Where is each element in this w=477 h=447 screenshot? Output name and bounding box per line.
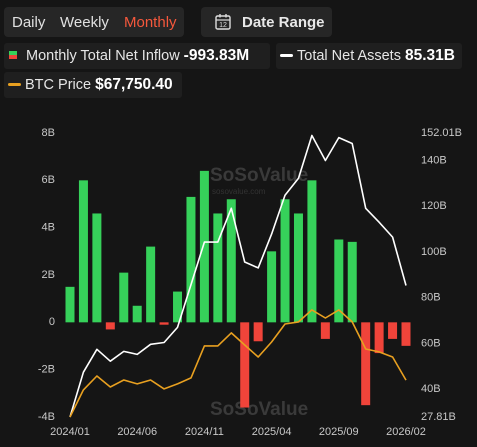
svg-text:12: 12 <box>219 22 227 29</box>
tab[interactable]: Daily <box>12 14 46 31</box>
x-tick-label: 2026/02 <box>386 426 426 438</box>
bar <box>92 213 102 323</box>
y2-tick-label: 27.81B <box>421 411 456 423</box>
legend-swatch <box>280 54 293 57</box>
y2-tick-label: 120B <box>421 200 447 212</box>
bar <box>199 170 209 323</box>
date-range-button[interactable]: 12 Date Range <box>201 7 332 37</box>
line <box>69 309 407 418</box>
bar <box>361 322 371 406</box>
x-tick-label: 2025/04 <box>252 426 292 438</box>
y-tick-label: 6B <box>42 174 55 186</box>
y-tick-label: -2B <box>38 364 55 376</box>
bar <box>132 305 142 323</box>
bar <box>65 286 75 323</box>
watermark: SoSoValue <box>210 399 308 420</box>
bar <box>105 322 115 330</box>
bar <box>186 196 196 323</box>
y-tick-label: 8B <box>42 127 55 139</box>
bar <box>213 213 223 323</box>
bar <box>159 322 169 325</box>
tab[interactable]: Monthly <box>124 14 177 31</box>
bar <box>78 180 88 323</box>
bar <box>119 272 129 323</box>
bar <box>307 180 317 323</box>
legend-value: $67,750.40 <box>95 76 173 93</box>
line <box>69 134 407 418</box>
y2-tick-label: 140B <box>421 154 447 166</box>
watermark: SoSoValue <box>210 165 308 186</box>
bar <box>240 322 250 408</box>
tab[interactable]: Weekly <box>60 14 109 31</box>
y2-tick-label: 80B <box>421 292 441 304</box>
y-tick-label: 0 <box>49 316 55 328</box>
bar <box>146 246 156 323</box>
x-tick-label: 2024/11 <box>185 426 224 438</box>
bar <box>374 322 384 354</box>
calendar-icon: 12 <box>215 14 231 30</box>
watermark: sosovalue.com <box>212 187 266 196</box>
legend-label: BTC Price <box>25 77 92 93</box>
x-tick-label: 2024/01 <box>50 426 90 438</box>
y2-tick-label: 40B <box>421 383 441 395</box>
legend-label: Total Net Assets <box>297 48 401 64</box>
x-tick-label: 2024/06 <box>117 426 157 438</box>
bar <box>173 291 183 323</box>
y-tick-label: 4B <box>42 222 55 234</box>
bar <box>253 322 263 342</box>
bar <box>401 322 411 346</box>
legend-value: 85.31B <box>404 47 455 64</box>
bar <box>267 251 277 323</box>
y2-tick-label: 100B <box>421 246 447 258</box>
bar <box>280 199 290 323</box>
bar <box>334 239 344 323</box>
y2-tick-label: 152.01B <box>421 127 462 139</box>
legend-item: Monthly Total Net Inflow -993.83M <box>4 43 270 69</box>
legend-value: -993.83M <box>183 47 250 64</box>
bar <box>226 199 236 323</box>
x-tick-label: 2025/09 <box>319 426 359 438</box>
date-range-label: Date Range <box>242 14 325 31</box>
interval-tabs: Daily Weekly Monthly <box>4 7 184 37</box>
bar <box>347 241 357 323</box>
legend-label: Monthly Total Net Inflow <box>26 48 180 64</box>
legend-swatch <box>8 83 21 86</box>
y-tick-label: -4B <box>38 411 55 423</box>
legend-swatch <box>9 51 17 59</box>
bar <box>388 322 398 339</box>
bar <box>320 322 330 339</box>
y2-tick-label: 60B <box>421 337 441 349</box>
legend-item: Total Net Assets 85.31B <box>276 43 462 69</box>
bar <box>293 213 303 323</box>
y-tick-label: 2B <box>42 269 55 281</box>
legend-item: BTC Price $67,750.40 <box>4 72 182 98</box>
